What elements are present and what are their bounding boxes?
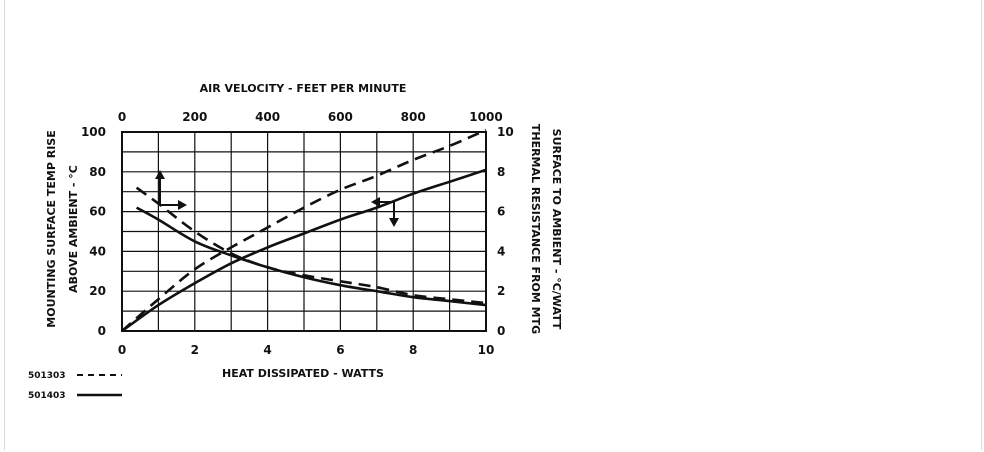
arrow-down-head bbox=[389, 218, 399, 227]
right-tick-label: 10 bbox=[497, 125, 514, 139]
top-tick-label: 600 bbox=[328, 110, 353, 124]
top-tick-label: 800 bbox=[401, 110, 426, 124]
left-axis-label-line2: ABOVE AMBIENT - °C bbox=[67, 165, 80, 293]
tick-labels: 0 2 4 6 8 100 200 400 600 800 10000204060801000246… bbox=[81, 110, 514, 357]
right-axis-label-line1: THERMAL RESISTANCE FROM MTG bbox=[529, 124, 542, 334]
right-tick-label: 6 bbox=[497, 205, 505, 219]
bottom-tick-label: 2 bbox=[191, 343, 199, 357]
top-tick-label: 0 bbox=[118, 110, 126, 124]
arrow-right-head bbox=[178, 200, 187, 210]
legend-label-501403: 501403 bbox=[28, 391, 66, 401]
top-tick-label: 200 bbox=[182, 110, 207, 124]
bottom-tick-label: 4 bbox=[263, 343, 271, 357]
chart-grid bbox=[122, 132, 486, 331]
left-tick-label: 0 bbox=[98, 324, 106, 338]
bottom-axis-label: HEAT DISSIPATED - WATTS bbox=[222, 367, 384, 380]
left-tick-label: 60 bbox=[89, 205, 106, 219]
series-line-501403-solid-bottom-left bbox=[121, 168, 487, 333]
page-frame bbox=[4, 0, 982, 450]
bottom-tick-label: 0 bbox=[118, 343, 126, 357]
legend-label-501303: 501303 bbox=[28, 371, 66, 381]
series-line-501303-dashed-bottom-left bbox=[121, 128, 487, 332]
bottom-tick-label: 6 bbox=[336, 343, 344, 357]
left-tick-label: 20 bbox=[89, 284, 106, 298]
axis-arrows bbox=[155, 170, 399, 227]
series-line-501303-dashed-top-right bbox=[135, 186, 487, 305]
legend: 501303 501403 bbox=[28, 371, 122, 401]
series-line-501403-solid-top-right bbox=[135, 206, 487, 307]
chart-series bbox=[121, 128, 487, 333]
left-tick-label: 80 bbox=[89, 165, 106, 179]
plot-border bbox=[121, 131, 487, 332]
arrow-left-head bbox=[371, 197, 380, 207]
right-tick-label: 0 bbox=[497, 324, 505, 338]
left-tick-label: 100 bbox=[81, 125, 106, 139]
right-tick-label: 4 bbox=[497, 244, 505, 258]
arrow-up-head bbox=[155, 170, 165, 179]
left-tick-label: 40 bbox=[89, 244, 106, 258]
top-tick-label: 1000 bbox=[469, 110, 502, 124]
right-axis-label-line2: SURFACE TO AMBIENT - °C/WATT bbox=[550, 129, 563, 330]
bottom-tick-label: 10 bbox=[478, 343, 495, 357]
top-tick-label: 400 bbox=[255, 110, 280, 124]
top-axis-label: AIR VELOCITY - FEET PER MINUTE bbox=[200, 82, 407, 95]
bottom-tick-label: 8 bbox=[409, 343, 417, 357]
right-tick-label: 2 bbox=[497, 284, 505, 298]
left-axis-label-line1: MOUNTING SURFACE TEMP RISE bbox=[45, 130, 58, 327]
right-tick-label: 8 bbox=[497, 165, 505, 179]
